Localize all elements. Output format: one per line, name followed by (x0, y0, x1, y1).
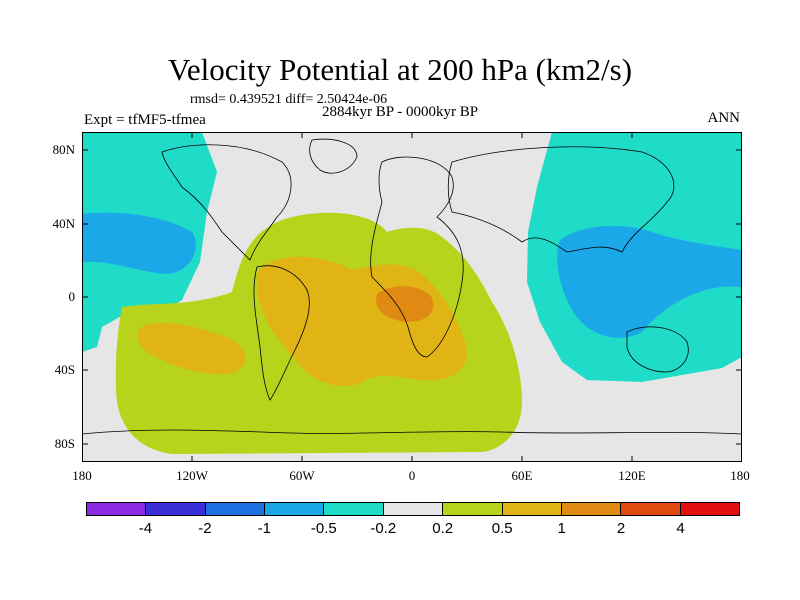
coastlines (82, 138, 742, 435)
positive-orange-southpacific (137, 322, 246, 375)
negative-core-west (82, 212, 196, 274)
colorbar-label-0: -4 (138, 520, 153, 537)
colorbar-label-5: 0.2 (432, 520, 454, 537)
lat-label-40s: 40S (54, 362, 75, 377)
velocity-potential-map (82, 132, 742, 462)
lat-label-80s: 80S (54, 436, 75, 451)
negative-core-east (557, 225, 742, 338)
colorbar-box-3 (265, 503, 325, 515)
colorbar-box-4 (324, 503, 384, 515)
lat-label-0: 0 (68, 289, 76, 304)
south-america-outline (253, 265, 310, 401)
lon-label-60e: 60E (511, 468, 533, 483)
europe-africa-outline (370, 156, 464, 358)
lon-label-120w: 120W (176, 468, 208, 483)
colorbar-box-2 (205, 503, 266, 515)
period-text: 2884kyr BP - 0000kyr BP (322, 104, 479, 120)
lon-label-60w: 60W (289, 468, 315, 483)
experiment-label: Expt = tfMF5-tfmea (84, 112, 206, 128)
colorbar-box-9 (621, 503, 681, 515)
antarctica-outline (82, 429, 742, 435)
colorbar-label-6: 0.5 (491, 520, 513, 537)
colorbar-label-8: 2 (616, 520, 626, 537)
colorbar-label-9: 4 (676, 520, 685, 537)
colorbar (86, 502, 740, 516)
lon-label-0: 0 (408, 468, 416, 483)
colorbar-box-8 (561, 503, 622, 515)
lon-tick-marks (191, 132, 633, 462)
colorbar-label-1: -2 (198, 520, 212, 537)
asia-outline (447, 146, 675, 253)
lat-tick-marks (82, 149, 742, 445)
colorbar-box-7 (502, 503, 562, 515)
colorbar-box-0 (87, 503, 147, 515)
lon-label-180e: 180 (730, 468, 750, 483)
australia-outline (626, 326, 689, 373)
lon-label-180w: 180 (72, 468, 92, 483)
colorbar-label-3: -0.5 (310, 520, 337, 537)
lon-label-120e: 120E (618, 468, 646, 483)
north-america-outline (161, 144, 292, 261)
colorbar-label-2: -1 (257, 520, 272, 537)
colorbar-box-1 (146, 503, 206, 515)
colorbar-box-6 (443, 503, 503, 515)
lat-label-80n: 80N (52, 142, 75, 157)
positive-dark-orange-core (376, 286, 434, 322)
map-title: Velocity Potential at 200 hPa (km2/s) (167, 52, 633, 87)
lat-label-40n: 40N (52, 216, 75, 231)
greenland-outline (309, 138, 358, 174)
colorbar-box-10 (680, 503, 739, 515)
colorbar-label-7: 1 (557, 520, 566, 537)
rmsd-text: rmsd= 0.439521 diff= 2.50424e-06 (190, 92, 388, 107)
season-label: ANN (707, 110, 741, 126)
colorbar-box-5 (383, 503, 444, 515)
colorbar-label-4: -0.2 (370, 520, 397, 537)
